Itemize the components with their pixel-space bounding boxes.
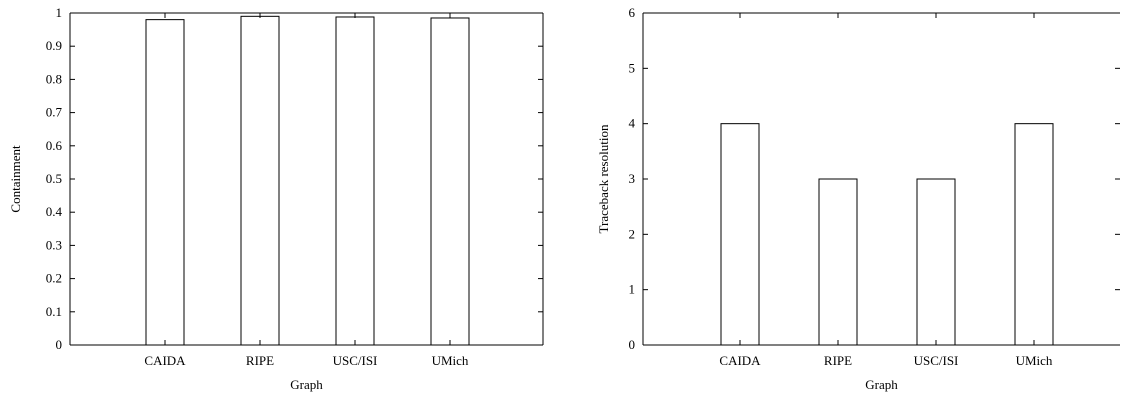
y-tick-label: 0.7 <box>46 105 63 120</box>
bar-caida <box>145 19 185 346</box>
y-tick-label: 5 <box>629 60 636 75</box>
x-axis-label: Graph <box>290 377 323 392</box>
y-axis-label: Containment <box>8 145 23 213</box>
x-tick-label: RIPE <box>824 353 852 368</box>
bar-caida <box>720 123 760 346</box>
y-tick-label: 4 <box>629 116 636 131</box>
containment-chart: 0 0.1 0.2 0.3 0.4 0.5 0.6 0.7 0.8 0.9 1 CAIDA RIPE US… <box>8 5 544 392</box>
y-tick-label: 0.3 <box>46 237 62 252</box>
bar-ripe <box>818 178 858 346</box>
y-tick-label: 0.6 <box>46 138 63 153</box>
x-tick-label: CAIDA <box>144 353 186 368</box>
x-axis-label: Graph <box>865 377 898 392</box>
y-tick-label: 3 <box>629 171 636 186</box>
y-tick-label: 1 <box>56 5 63 20</box>
y-tick-label: 1 <box>629 282 636 297</box>
y-tick-label: 0 <box>56 337 63 352</box>
bar-usc-isi <box>916 178 956 346</box>
y-tick-label: 0.8 <box>46 71 62 86</box>
y-tick-label: 0.1 <box>46 304 62 319</box>
y-tick-label: 6 <box>629 5 636 20</box>
y-tick-label: 0.9 <box>46 38 62 53</box>
bar-umich <box>430 17 470 346</box>
y-tick-label: 0.5 <box>46 171 62 186</box>
bar-ripe <box>240 15 280 346</box>
y-axis-label: Traceback resolution <box>596 124 611 233</box>
x-tick-label: UMich <box>1016 353 1053 368</box>
x-tick-label: CAIDA <box>719 353 761 368</box>
x-tick-label: UMich <box>432 353 469 368</box>
plot-frame <box>69 12 544 346</box>
traceback-resolution-chart: 0 1 2 3 4 5 6 CAIDA RIPE USC/ISI UMich Graph Traceba… <box>596 5 1120 392</box>
bar-umich <box>1014 123 1054 346</box>
y-tick-label: 0.4 <box>46 204 63 219</box>
x-tick-label: USC/ISI <box>333 353 378 368</box>
y-tick-label: 2 <box>629 226 636 241</box>
bar-usc-isi <box>335 16 375 346</box>
x-tick-label: USC/ISI <box>914 353 959 368</box>
x-tick-label: RIPE <box>246 353 274 368</box>
y-tick-label: 0 <box>629 337 636 352</box>
y-tick-label: 0.2 <box>46 271 62 286</box>
